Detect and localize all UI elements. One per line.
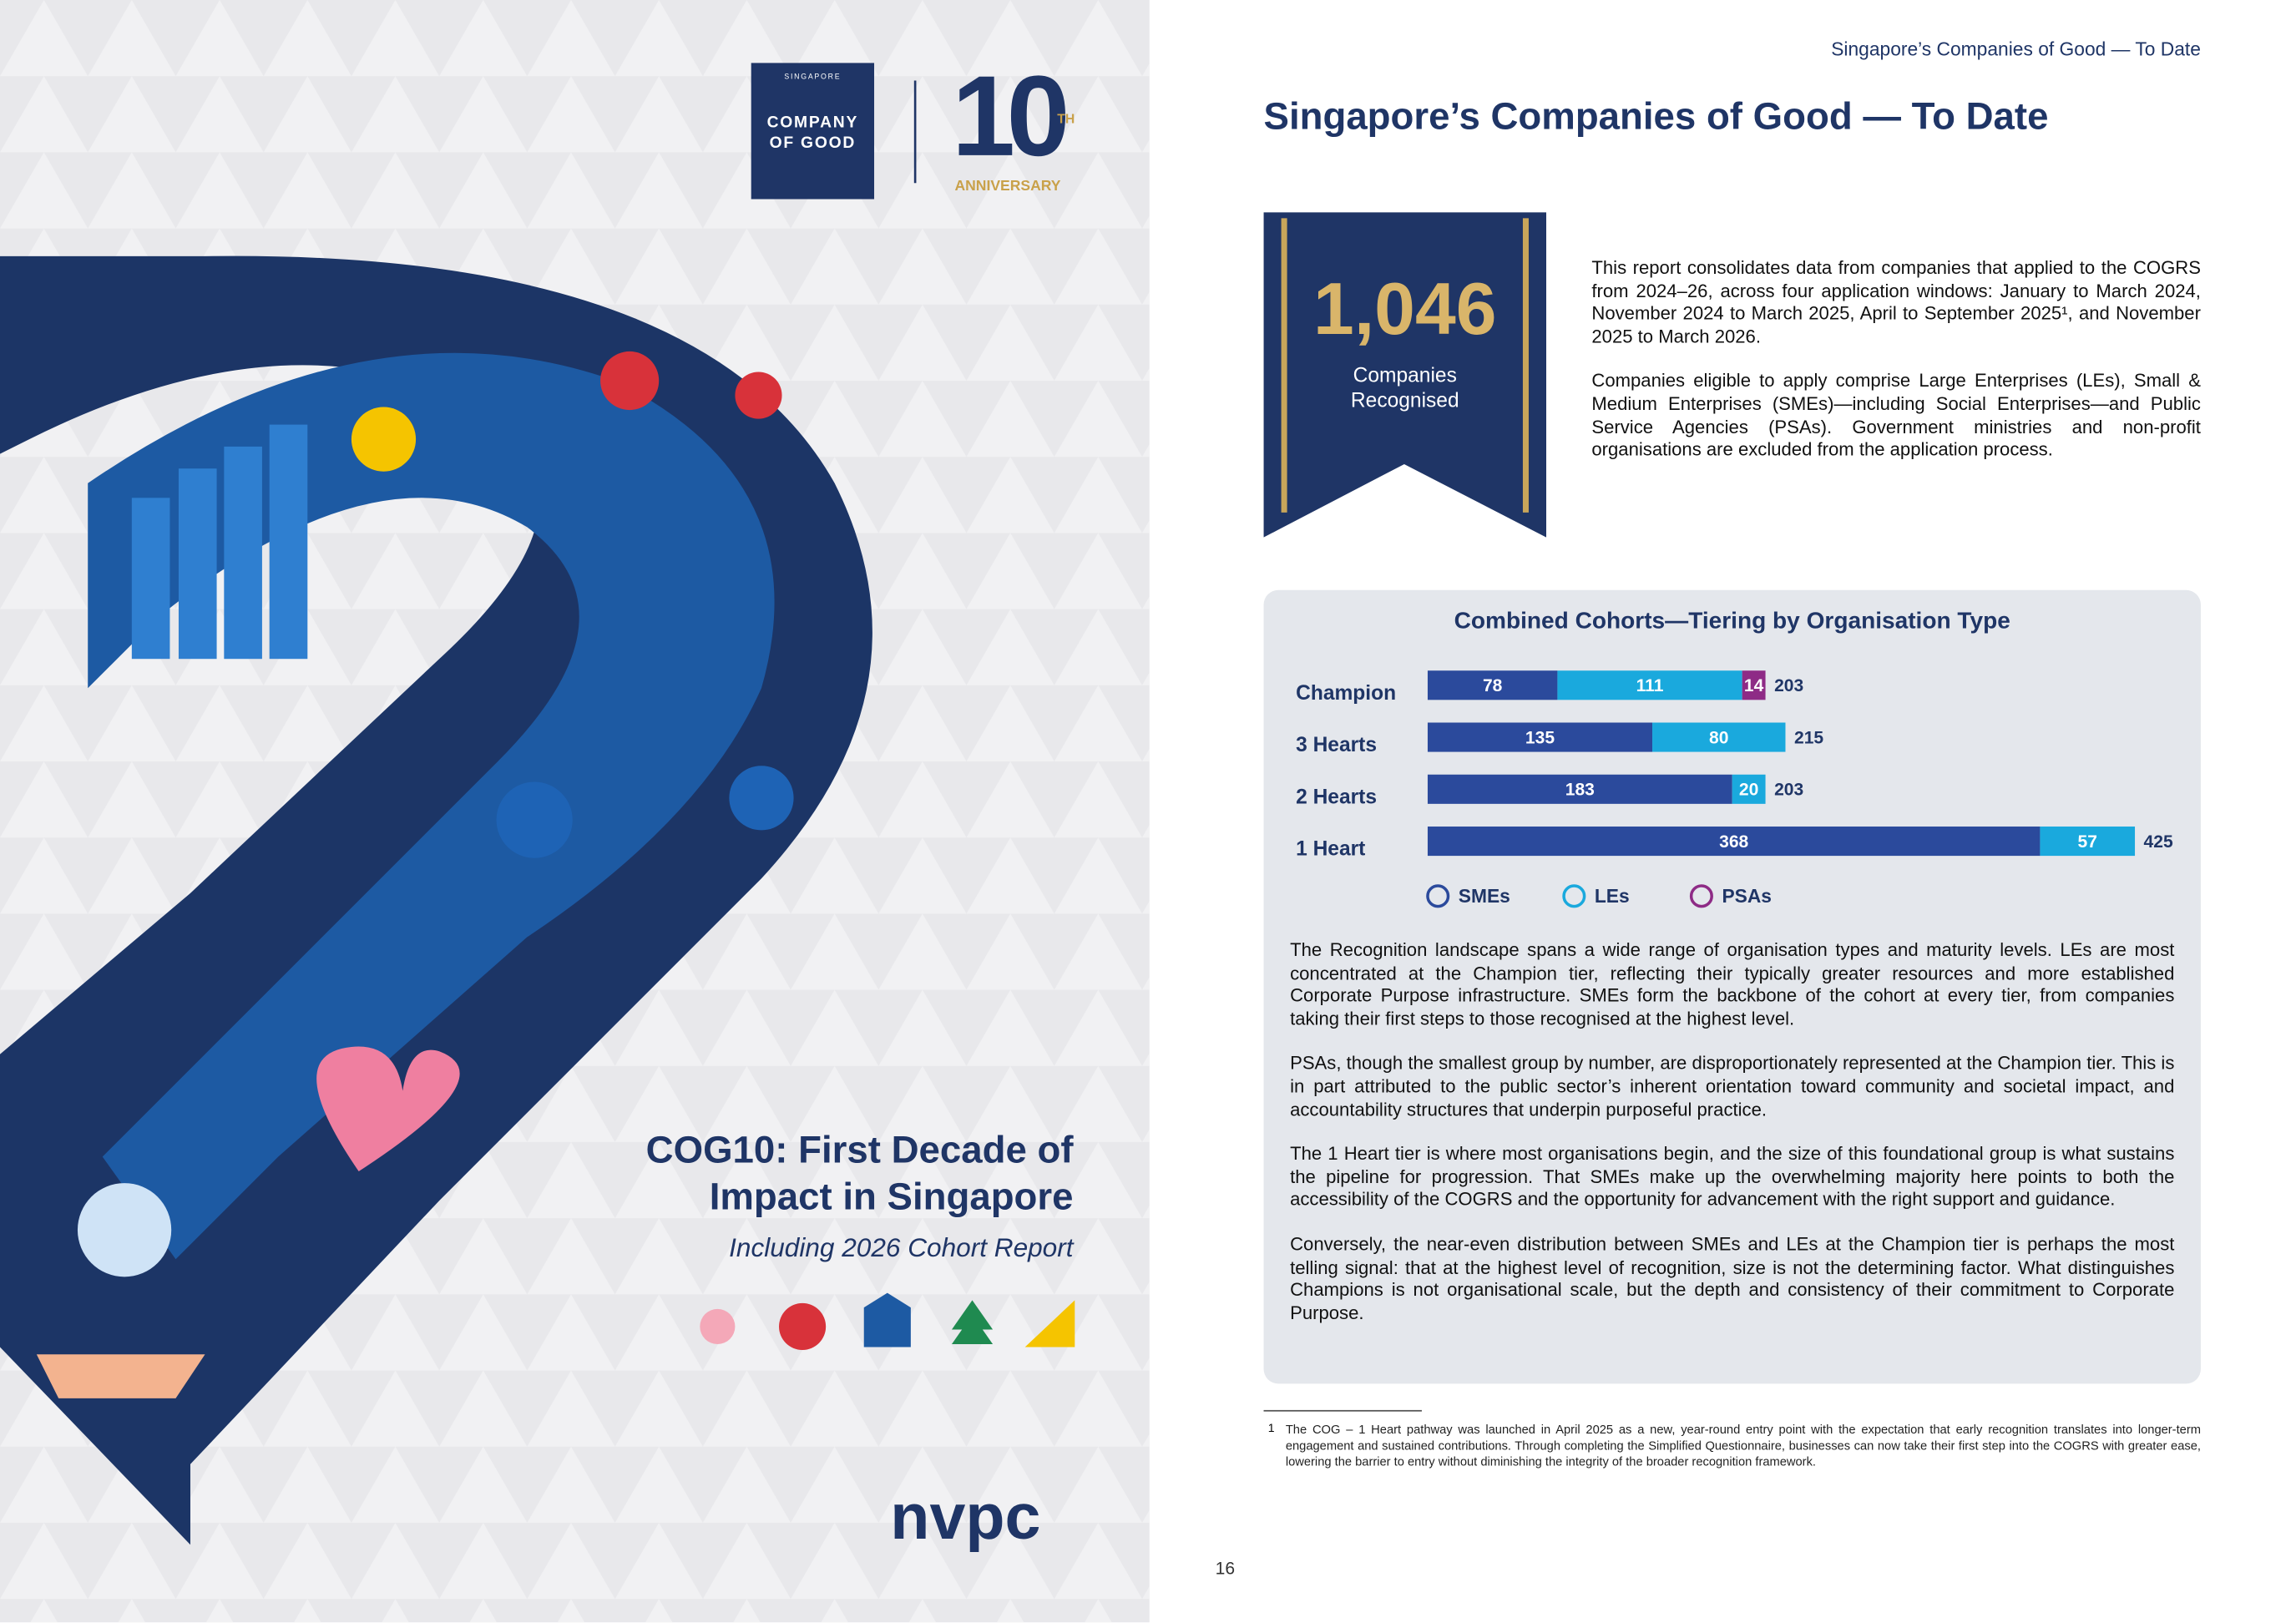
bar-segment (1557, 670, 1742, 700)
page-title: Singapore’s Companies of Good — To Date (1263, 94, 2049, 138)
value-label: 14 (1744, 676, 1764, 695)
total-label: 203 (1774, 781, 1803, 800)
legend-swatch (1426, 884, 1450, 908)
legend-swatch (1689, 884, 1713, 908)
value-label: 183 (1565, 781, 1595, 800)
analysis: The Recognition landscape spans a wide r… (1290, 940, 2174, 1326)
anniversary-label: ANNIVERSARY (954, 178, 1061, 195)
logo-top: SINGAPORE (784, 73, 842, 83)
intro-paragraph: Companies eligible to apply comprise Lar… (1591, 371, 2201, 460)
bar-segment (2040, 827, 2136, 857)
anniversary-number: 10 (951, 51, 1070, 180)
legend-label: SMEs (1459, 885, 1510, 907)
analysis-paragraph: PSAs, though the smallest group by numbe… (1290, 1053, 2175, 1120)
cover-subtitle: Including 2026 Cohort Report (729, 1232, 1074, 1262)
bar-segment (1427, 722, 1653, 752)
value-label: 80 (1709, 728, 1728, 747)
running-header: Singapore’s Companies of Good — To Date (1831, 38, 2201, 60)
value-label: 78 (1483, 676, 1503, 695)
footnote: The COG – 1 Heart pathway was launched i… (1285, 1421, 2201, 1469)
analysis-paragraph: Conversely, the near-even distribution b… (1290, 1234, 2175, 1323)
value-label: 111 (1636, 676, 1664, 695)
chart-title: Combined Cohorts—Tiering by Organisation… (1454, 609, 2010, 635)
bar-segment (1427, 827, 2041, 857)
legend-label: LEs (1595, 885, 1630, 907)
total-label: 215 (1794, 728, 1823, 747)
bar-segment (1427, 774, 1732, 804)
stat-label: Recognised (1350, 387, 1459, 412)
intro: This report consolidates data from compa… (1591, 258, 2201, 463)
chart: Champion 78 111 14 203 3 Hearts 135 80 215 2 Hear… (1296, 670, 2173, 908)
category-label: 1 Heart (1296, 838, 1365, 861)
report-page: Singapore’s Companies of Good — To Date … (1156, 0, 2296, 1623)
stat-label: Companies (1353, 362, 1457, 387)
total-label: 425 (2144, 832, 2173, 852)
cover-title: COG10: First Decade of (645, 1127, 1074, 1172)
value-label: 20 (1739, 781, 1758, 800)
footnote-number: 1 (1267, 1421, 1275, 1435)
value-label: 368 (1719, 832, 1748, 852)
cover-page: SINGAPORE COMPANY OF GOOD 10 TH ANNIVERS… (0, 0, 1150, 1623)
category-label: Champion (1296, 682, 1396, 705)
footnote-rule (1263, 1409, 1422, 1412)
bar-segment (1652, 722, 1786, 752)
legend-swatch (1562, 884, 1586, 908)
chart-panel (1263, 589, 2201, 1384)
cover-title: Impact in Singapore (709, 1174, 1074, 1219)
bar-segment (1732, 774, 1766, 804)
total-label: 203 (1774, 676, 1803, 695)
anniversary-suffix: TH (1057, 111, 1075, 126)
bar-segment (1427, 670, 1558, 700)
value-label: 57 (2078, 832, 2097, 852)
logo-line: OF GOOD (769, 134, 857, 153)
legend-label: PSAs (1722, 885, 1772, 907)
intro-paragraph: This report consolidates data from compa… (1591, 257, 2201, 347)
stat-number: 1,046 (1313, 267, 1497, 351)
cover-art (0, 0, 1150, 1623)
publisher-logo: nvpc (890, 1481, 1041, 1554)
category-label: 3 Hearts (1296, 734, 1377, 756)
value-label: 135 (1525, 728, 1555, 747)
stat-banner (1263, 212, 1547, 538)
logo-line: COMPANY (766, 114, 859, 132)
category-label: 2 Hearts (1296, 786, 1377, 808)
bar-segment (1742, 670, 1766, 700)
analysis-paragraph: The 1 Heart tier is where most organisat… (1290, 1143, 2175, 1211)
page-number: 16 (1215, 1558, 1236, 1579)
analysis-paragraph: The Recognition landscape spans a wide r… (1290, 939, 2175, 1029)
